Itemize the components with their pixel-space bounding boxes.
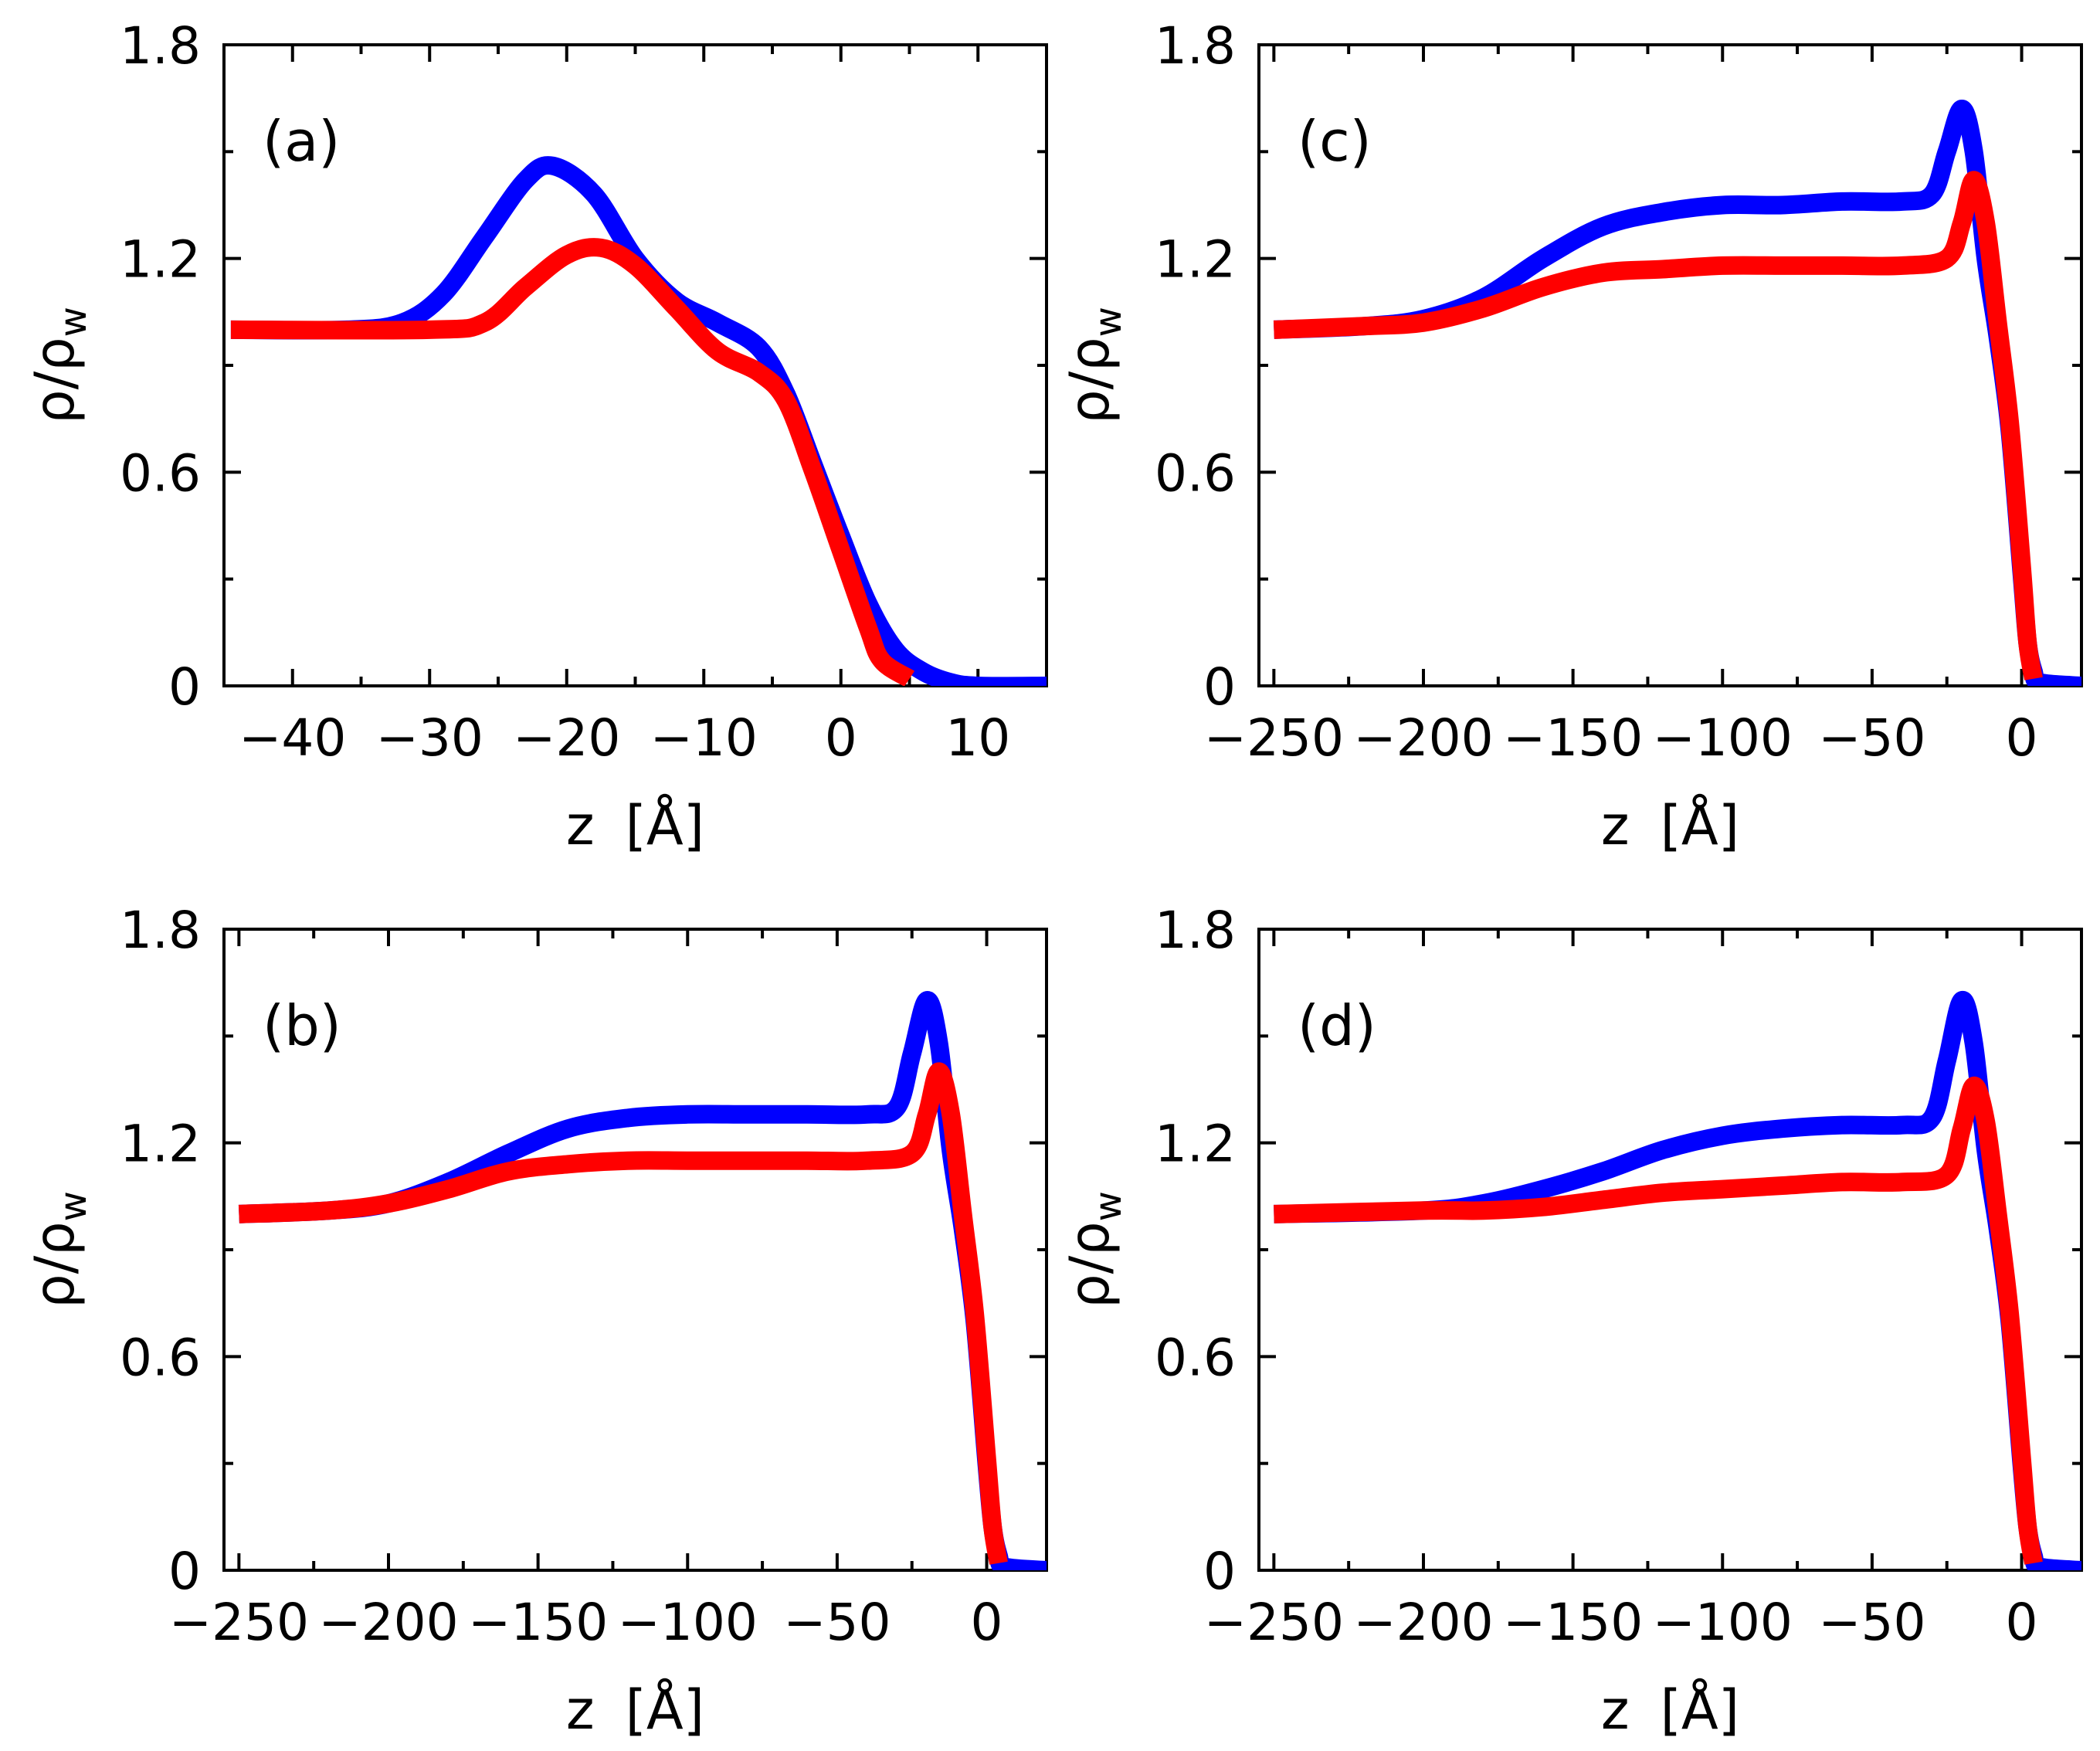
x-tick-label: −100 <box>1653 1593 1793 1652</box>
y-axis-title: ρ/ρw <box>1058 307 1130 424</box>
y-tick-label: 0.6 <box>120 1328 201 1387</box>
y-tick-label: 0 <box>168 1542 201 1601</box>
y-axis-title-main: ρ/ρ <box>1058 1221 1121 1308</box>
y-tick-label: 1.2 <box>1155 1115 1236 1174</box>
x-axis-title-unit: [Å] <box>1661 1678 1740 1742</box>
x-axis-title: z [Å] <box>1601 1678 1739 1742</box>
x-axis-title-var: z <box>1601 1678 1630 1742</box>
series-group <box>1273 100 2081 686</box>
x-axis-title-var: z <box>566 1678 595 1742</box>
y-tick-label: 0.6 <box>120 443 201 503</box>
x-axis-title-var: z <box>1601 794 1630 857</box>
y-tick-label: 0 <box>168 657 201 717</box>
series-group <box>1274 991 2081 1570</box>
x-axis-title-var: z <box>566 794 595 857</box>
x-tick-label: −50 <box>783 1593 891 1652</box>
x-tick-label: 0 <box>971 1593 1003 1652</box>
y-axis-title-sub: w <box>1087 1191 1130 1221</box>
x-tick-label: −150 <box>468 1593 608 1652</box>
x-tick-label: −50 <box>1818 1593 1925 1652</box>
y-axis-title-main: ρ/ρ <box>23 1221 87 1308</box>
x-tick-label: −250 <box>1204 708 1344 768</box>
y-tick-label: 0.6 <box>1155 1328 1236 1387</box>
panel-label: (b) <box>263 993 341 1058</box>
y-tick-label: 1.2 <box>120 1115 201 1174</box>
panel-c: −250 −200 −150 −100 −50 0 0 0.6 1.2 1.8 z [Å] ρ/ρw (c… <box>1058 16 2083 857</box>
panel-label: (c) <box>1298 109 1372 174</box>
x-tick-label: −20 <box>513 708 620 768</box>
x-tick-label: −30 <box>376 708 483 768</box>
y-axis-title-sub: w <box>1087 307 1130 337</box>
x-tick-label: −250 <box>1204 1593 1344 1652</box>
x-tick-label: −250 <box>169 1593 309 1652</box>
x-tick-label: −200 <box>318 1593 458 1652</box>
x-tick-label: −200 <box>1353 1593 1493 1652</box>
x-axis-title: z [Å] <box>566 1678 704 1742</box>
panel-label: (a) <box>263 109 340 174</box>
x-tick-label: 0 <box>2006 1593 2038 1652</box>
x-axis-title-unit: [Å] <box>626 794 705 857</box>
y-tick-label: 1.8 <box>120 16 201 76</box>
y-axis-title-sub: w <box>52 1191 95 1221</box>
series-line-red <box>238 1062 1008 1565</box>
y-tick-label: 0.6 <box>1155 443 1236 503</box>
panel-a: −40 −30 −20 −10 0 10 0 0.6 1.2 1.8 z [Å] ρ/ρw (a) <box>23 16 1048 857</box>
x-tick-label: −150 <box>1503 708 1643 768</box>
y-axis-title-main: ρ/ρ <box>1058 337 1121 423</box>
y-axis-title: ρ/ρw <box>23 307 95 424</box>
y-tick-label: 1.2 <box>1155 230 1236 290</box>
x-tick-label: −10 <box>650 708 758 768</box>
series-line-red <box>1274 1076 2043 1565</box>
series-line-red <box>1273 171 2043 680</box>
x-tick-label: 0 <box>825 708 857 768</box>
series-group <box>238 991 1047 1570</box>
series-line-red <box>230 238 915 686</box>
x-axis-title-unit: [Å] <box>626 1678 705 1742</box>
panel-b: −250 −200 −150 −100 −50 0 0 0.6 1.2 1.8 z [Å] ρ/ρw (b… <box>23 901 1048 1742</box>
x-axis-title: z [Å] <box>566 794 704 857</box>
y-axis-title-sub: w <box>52 307 95 337</box>
y-tick-label: 1.2 <box>120 230 201 290</box>
y-tick-label: 1.8 <box>1155 901 1236 960</box>
panel-label: (d) <box>1298 993 1376 1058</box>
x-tick-label: −50 <box>1818 708 1925 768</box>
x-axis-title-unit: [Å] <box>1661 794 1740 857</box>
y-tick-label: 0 <box>1203 1542 1236 1601</box>
x-tick-label: −40 <box>239 708 346 768</box>
y-tick-label: 1.8 <box>120 901 201 960</box>
series-line-blue <box>230 156 1047 686</box>
x-tick-label: −100 <box>1653 708 1793 768</box>
x-tick-label: −200 <box>1353 708 1493 768</box>
y-axis-title: ρ/ρw <box>1058 1191 1130 1308</box>
panel-d: −250 −200 −150 −100 −50 0 0 0.6 1.2 1.8 z [Å] ρ/ρw (d… <box>1058 901 2083 1742</box>
x-axis-title: z [Å] <box>1601 794 1739 857</box>
x-tick-label: 0 <box>2006 708 2038 768</box>
series-group <box>230 156 1047 686</box>
x-tick-label: −100 <box>618 1593 758 1652</box>
x-tick-label: 10 <box>945 708 1010 768</box>
y-tick-label: 0 <box>1203 657 1236 717</box>
y-tick-label: 1.8 <box>1155 16 1236 76</box>
x-tick-label: −150 <box>1503 1593 1643 1652</box>
y-axis-title-main: ρ/ρ <box>23 337 87 423</box>
y-axis-title: ρ/ρw <box>23 1191 95 1308</box>
